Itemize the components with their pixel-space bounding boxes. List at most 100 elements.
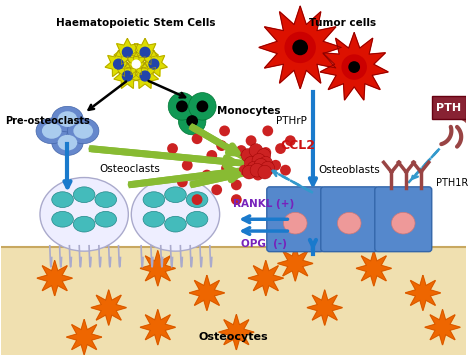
- Circle shape: [275, 143, 286, 154]
- Circle shape: [149, 59, 159, 69]
- Circle shape: [201, 170, 212, 180]
- Text: Haematopoietic Stem Cells: Haematopoietic Stem Cells: [56, 18, 216, 28]
- Circle shape: [260, 147, 271, 158]
- Circle shape: [285, 135, 296, 146]
- Circle shape: [259, 156, 273, 170]
- Circle shape: [206, 150, 217, 161]
- Polygon shape: [140, 50, 167, 77]
- Circle shape: [211, 184, 222, 195]
- Ellipse shape: [131, 178, 219, 251]
- Text: Pre-osteoclasts: Pre-osteoclasts: [6, 116, 91, 126]
- Bar: [0, 247, 466, 355]
- Polygon shape: [356, 251, 392, 286]
- Circle shape: [249, 144, 263, 158]
- Ellipse shape: [143, 192, 164, 208]
- Circle shape: [178, 107, 206, 135]
- Polygon shape: [105, 50, 132, 77]
- Ellipse shape: [52, 212, 73, 227]
- Circle shape: [231, 194, 242, 205]
- Ellipse shape: [52, 192, 73, 208]
- Ellipse shape: [52, 106, 83, 132]
- Circle shape: [341, 54, 367, 80]
- Ellipse shape: [95, 212, 117, 227]
- Circle shape: [247, 161, 261, 175]
- Ellipse shape: [73, 187, 95, 203]
- Polygon shape: [91, 290, 127, 325]
- Text: Monocytes: Monocytes: [217, 106, 280, 116]
- Circle shape: [191, 133, 202, 144]
- Circle shape: [219, 126, 230, 136]
- Circle shape: [216, 140, 227, 151]
- Ellipse shape: [337, 212, 361, 234]
- FancyBboxPatch shape: [432, 96, 466, 119]
- Circle shape: [176, 101, 188, 112]
- Ellipse shape: [73, 123, 93, 139]
- Ellipse shape: [186, 212, 208, 227]
- Ellipse shape: [58, 135, 77, 150]
- Circle shape: [122, 47, 132, 57]
- Ellipse shape: [36, 118, 67, 144]
- Circle shape: [244, 156, 258, 170]
- Circle shape: [252, 154, 266, 167]
- Circle shape: [246, 135, 256, 146]
- Ellipse shape: [40, 178, 128, 251]
- FancyBboxPatch shape: [267, 187, 324, 252]
- Text: OPG  (-): OPG (-): [241, 239, 287, 249]
- Ellipse shape: [67, 118, 99, 144]
- Circle shape: [242, 165, 256, 179]
- Polygon shape: [259, 6, 341, 89]
- Text: Osteoblasts: Osteoblasts: [319, 165, 380, 175]
- Circle shape: [221, 163, 232, 174]
- Circle shape: [258, 165, 272, 179]
- Circle shape: [284, 32, 316, 63]
- Polygon shape: [132, 38, 158, 64]
- Circle shape: [182, 160, 192, 171]
- Circle shape: [270, 160, 281, 171]
- Circle shape: [236, 145, 246, 156]
- Circle shape: [186, 115, 198, 127]
- Polygon shape: [278, 246, 313, 281]
- FancyBboxPatch shape: [375, 187, 432, 252]
- Circle shape: [348, 61, 360, 73]
- Circle shape: [254, 158, 268, 172]
- Polygon shape: [132, 62, 158, 88]
- Circle shape: [231, 179, 242, 190]
- Circle shape: [177, 176, 188, 187]
- Polygon shape: [248, 261, 283, 296]
- Text: PTH: PTH: [436, 103, 461, 113]
- Text: Osteoclasts: Osteoclasts: [100, 164, 161, 174]
- Circle shape: [292, 40, 308, 55]
- Circle shape: [140, 47, 150, 57]
- Polygon shape: [114, 38, 141, 64]
- Circle shape: [280, 165, 291, 175]
- Polygon shape: [320, 33, 388, 100]
- FancyBboxPatch shape: [321, 187, 378, 252]
- Circle shape: [122, 71, 132, 81]
- Polygon shape: [66, 319, 102, 355]
- Polygon shape: [189, 275, 225, 311]
- Text: PTH1R: PTH1R: [436, 178, 468, 188]
- Polygon shape: [140, 310, 175, 345]
- Circle shape: [132, 60, 140, 68]
- Circle shape: [191, 194, 202, 205]
- Polygon shape: [405, 275, 440, 311]
- Text: PTHrP: PTHrP: [275, 116, 307, 126]
- Ellipse shape: [164, 216, 186, 232]
- Circle shape: [140, 71, 150, 81]
- Ellipse shape: [73, 216, 95, 232]
- Circle shape: [239, 165, 250, 175]
- Polygon shape: [125, 52, 148, 75]
- Ellipse shape: [52, 130, 83, 155]
- Polygon shape: [37, 261, 73, 296]
- Polygon shape: [140, 251, 175, 286]
- Circle shape: [114, 59, 123, 69]
- Ellipse shape: [164, 187, 186, 203]
- Circle shape: [241, 149, 255, 162]
- Circle shape: [168, 93, 196, 120]
- Circle shape: [189, 93, 216, 120]
- Ellipse shape: [186, 192, 208, 208]
- Ellipse shape: [58, 111, 77, 127]
- Polygon shape: [114, 62, 141, 88]
- Ellipse shape: [95, 192, 117, 208]
- Circle shape: [257, 149, 271, 162]
